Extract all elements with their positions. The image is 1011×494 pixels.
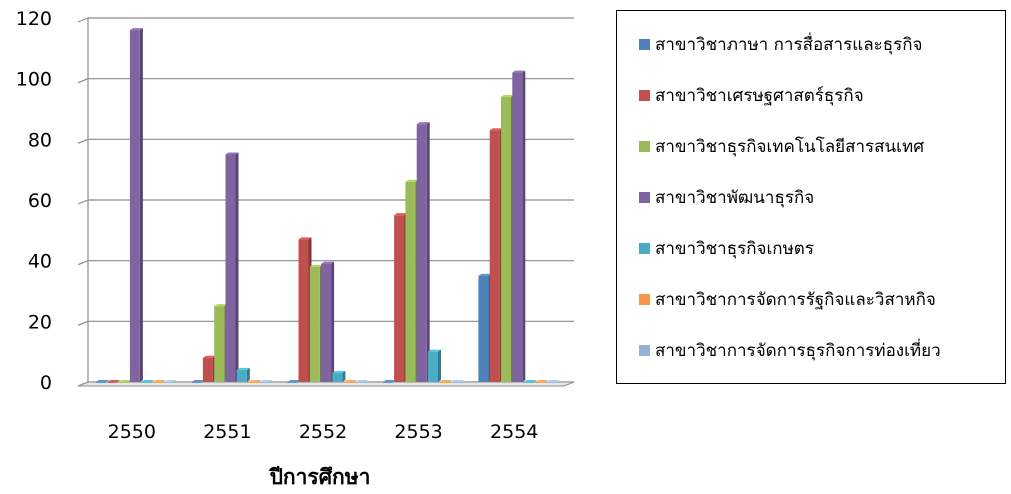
legend-label: สาขาวิชาธุรกิจเทคโนโลยีสารสนเทศ [655,137,924,157]
gridline-depth [77,138,89,144]
bar [355,380,368,383]
legend-item: สาขาวิชาการจัดการธุรกิจการท่องเที่ยว [625,325,997,376]
legend-label: สาขาวิชาการจัดการธุรกิจการท่องเที่ยว [655,341,941,361]
y-tick-label: 60 [28,190,52,212]
y-tick-label: 0 [40,372,52,394]
legend-label: สาขาวิชาเศรษฐศาสตร์ธุรกิจ [655,86,864,106]
bar [439,380,453,383]
bar [394,213,408,382]
bar [428,349,441,382]
legend-swatch [639,39,650,50]
bar [96,380,109,383]
bar [214,304,228,382]
y-tick-label: 20 [28,311,52,333]
bar [287,380,301,383]
y-tick-label: 100 [16,69,52,91]
x-axis-title: ปีการศึกษา [268,465,371,489]
bar [309,264,323,382]
bar [489,128,503,382]
bar [416,122,430,383]
gridlines [77,17,574,387]
bar [321,261,335,382]
legend-swatch [639,192,650,203]
bar [343,380,357,383]
x-tick-label: 2554 [490,421,538,443]
legend-swatch [639,90,650,101]
legend-item: สาขาวิชาพัฒนาธุรกิจ [625,172,997,223]
bar [501,94,514,382]
bar [298,237,312,382]
bar [152,380,166,383]
legend-swatch [639,141,650,152]
bar [512,70,526,382]
legend-label: สาขาวิชาภาษา การสื่อสารและธุรกิจ [655,35,923,55]
legend-label: สาขาวิชาพัฒนาธุรกิจ [655,188,815,208]
bar [248,380,262,383]
bar [405,179,419,382]
gridline-depth [77,199,89,205]
chart-walls [77,18,575,387]
y-tick-label: 120 [16,8,52,30]
bar [259,380,273,383]
legend-item: สาขาวิชาการจัดการรัฐกิจและวิสาหกิจ [625,274,997,325]
bar [534,380,548,383]
bar [478,273,492,382]
gridline-depth [77,78,89,84]
chart-floor [77,381,575,387]
gridline-depth [77,17,89,23]
legend-item: สาขาวิชาธุรกิจเกษตร [625,223,997,274]
bar [546,380,560,383]
bar [163,380,177,383]
gridline-depth [77,320,89,326]
y-tick-label: 40 [28,251,52,273]
bar [129,28,143,383]
bar [191,380,205,383]
y-tick-label: 80 [28,129,52,151]
legend-swatch [639,294,650,305]
legend-item: สาขาวิชาภาษา การสื่อสารและธุรกิจ [625,19,997,70]
bar [382,380,396,383]
legend-label: สาขาวิชาการจัดการรัฐกิจและวิสาหกิจ [655,290,936,310]
x-tick-label: 2550 [108,421,156,443]
y-axis-ticks: 0 20 40 60 80 100 120 [16,8,52,394]
bar [450,380,464,383]
bars [96,28,560,383]
x-tick-label: 2551 [203,421,251,443]
bar [118,380,132,383]
x-axis-ticks: 2550 2551 2552 2553 2554 [108,421,539,443]
bar [236,367,250,382]
legend-item: สาขาวิชาธุรกิจเทคโนโลยีสารสนเทศ [625,121,997,172]
legend-label: สาขาวิชาธุรกิจเกษตร [655,239,814,259]
legend-item: สาขาวิชาเศรษฐศาสตร์ธุรกิจ [625,70,997,121]
x-tick-label: 2553 [394,421,442,443]
bar [141,380,155,383]
bar [202,355,216,382]
bar [225,152,239,382]
x-tick-label: 2552 [299,421,347,443]
legend: สาขาวิชาภาษา การสื่อสารและธุรกิจสาขาวิชา… [616,10,1006,384]
legend-swatch [639,345,650,356]
bar-chart: 0 20 40 60 80 100 120 2550 2551 2552 2553 2554 ปีก… [16,8,575,489]
bar [107,380,121,383]
gridline-depth [77,260,89,266]
bar [332,370,346,382]
bar [523,380,537,383]
legend-swatch [639,243,650,254]
